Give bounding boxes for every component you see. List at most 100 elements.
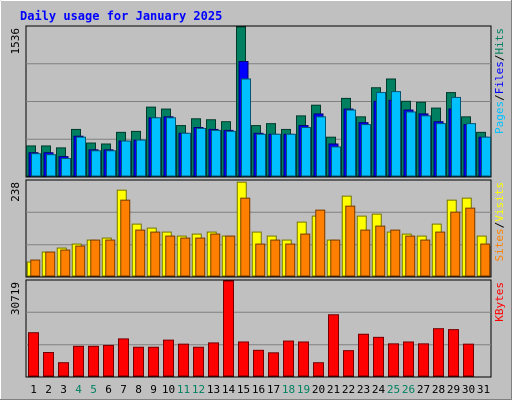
bar-sites-day-undefined xyxy=(240,197,251,277)
bar-kbytes-day-undefined xyxy=(178,343,189,377)
bar-pages-day-9 xyxy=(151,117,161,177)
bar-sites-day-undefined xyxy=(120,199,131,277)
x-tick-label-day-9: 9 xyxy=(150,383,157,396)
x-tick-label-day-3: 3 xyxy=(60,383,67,396)
bar-pages-day-22 xyxy=(346,109,356,177)
legend-part-files: Files xyxy=(493,61,506,94)
bar-sites-day-undefined xyxy=(90,239,101,277)
x-tick-label-day-30: 30 xyxy=(462,383,475,396)
bar-pages-day-1 xyxy=(31,153,41,177)
x-tick-label-day-22: 22 xyxy=(342,383,355,396)
y-tick-label: 30719 xyxy=(9,282,22,315)
x-tick-label-day-12: 12 xyxy=(192,383,205,396)
x-tick-label-day-16: 16 xyxy=(252,383,265,396)
legend-part-pages: Pages xyxy=(493,101,506,134)
bar-kbytes-day-undefined xyxy=(103,344,114,377)
bar-kbytes-day-undefined xyxy=(73,345,84,377)
bar-kbytes-day-undefined xyxy=(448,329,459,377)
legend-separator: / xyxy=(493,94,506,101)
bar-kbytes-day-undefined xyxy=(118,338,129,377)
x-tick-label-day-4: 4 xyxy=(75,383,82,396)
bar-pages-day-27 xyxy=(421,115,431,177)
bar-sites-day-undefined xyxy=(180,237,191,277)
bar-sites-day-undefined xyxy=(375,225,386,277)
bars xyxy=(26,181,491,277)
bar-pages-day-4 xyxy=(76,136,86,177)
legend-part-sites: Sites xyxy=(493,228,506,261)
x-tick-label-day-14: 14 xyxy=(222,383,236,396)
chart-title: Daily usage for January 2025 xyxy=(20,9,222,23)
x-axis: 1 2 3 4 5 6 7 8 9 10 11 12 13 14 15 16 17 18 19 20 21 22 23 24 2… xyxy=(30,383,490,396)
panel-2: 238 Sites/Visits xyxy=(9,179,506,278)
series-legend-label: KBytes xyxy=(493,282,506,322)
series-legend-label: Pages/Files/Hits xyxy=(493,28,506,134)
bar-kbytes-day-undefined xyxy=(163,339,174,377)
bar-sites-day-undefined xyxy=(60,249,71,277)
bar-pages-day-15 xyxy=(241,78,251,177)
bar-kbytes-day-undefined xyxy=(148,346,159,377)
x-tick-label-day-5: 5 xyxy=(90,383,97,396)
bar-pages-day-25 xyxy=(391,91,401,177)
bar-pages-day-2 xyxy=(46,154,56,177)
x-tick-label-day-23: 23 xyxy=(357,383,370,396)
bar-sites-day-undefined xyxy=(105,239,116,277)
bar-pages-day-3 xyxy=(61,158,71,177)
bar-kbytes-day-undefined xyxy=(328,314,339,377)
y-tick-label: 238 xyxy=(9,182,22,202)
bar-sites-day-undefined xyxy=(270,239,281,277)
x-tick-label-day-31: 31 xyxy=(477,383,490,396)
bar-kbytes-day-undefined xyxy=(268,352,279,377)
bar-sites-day-undefined xyxy=(225,235,236,277)
x-tick-label-day-21: 21 xyxy=(327,383,340,396)
bar-sites-day-undefined xyxy=(195,237,206,277)
x-tick-label-day-24: 24 xyxy=(372,383,386,396)
legend-part-hits: Hits xyxy=(493,28,506,55)
bar-sites-day-undefined xyxy=(420,239,431,277)
bar-sites-day-undefined xyxy=(210,233,221,277)
x-tick-label-day-19: 19 xyxy=(297,383,310,396)
bar-kbytes-day-undefined xyxy=(28,332,39,377)
bar-sites-day-undefined xyxy=(75,245,86,277)
x-tick-label-day-8: 8 xyxy=(135,383,142,396)
bar-kbytes-day-undefined xyxy=(223,280,234,377)
bar-kbytes-day-undefined xyxy=(388,343,399,377)
bar-kbytes-day-undefined xyxy=(88,345,99,377)
bar-kbytes-day-undefined xyxy=(463,343,474,377)
bar-sites-day-undefined xyxy=(330,239,341,277)
bar-sites-day-undefined xyxy=(165,235,176,277)
x-tick-label-day-7: 7 xyxy=(120,383,127,396)
bar-pages-day-19 xyxy=(301,126,311,177)
bar-pages-day-29 xyxy=(451,96,461,177)
bar-sites-day-undefined xyxy=(480,243,491,277)
legend-separator: / xyxy=(493,222,506,229)
bar-sites-day-undefined xyxy=(315,209,326,277)
x-tick-label-day-2: 2 xyxy=(45,383,52,396)
bar-sites-day-undefined xyxy=(135,229,146,277)
bar-pages-day-13 xyxy=(211,129,221,177)
bar-pages-day-18 xyxy=(286,133,296,177)
bar-kbytes-day-undefined xyxy=(208,342,219,377)
bar-sites-day-undefined xyxy=(450,211,461,277)
bar-pages-day-12 xyxy=(196,127,206,177)
bar-kbytes-day-undefined xyxy=(403,341,414,377)
bar-kbytes-day-undefined xyxy=(298,341,309,377)
bar-pages-day-16 xyxy=(256,133,266,177)
bar-pages-day-21 xyxy=(331,146,341,177)
legend-separator: / xyxy=(493,55,506,62)
bar-sites-day-undefined xyxy=(45,251,56,277)
bar-kbytes-day-undefined xyxy=(373,336,384,377)
x-tick-label-day-15: 15 xyxy=(237,383,250,396)
x-tick-label-day-17: 17 xyxy=(267,383,280,396)
bar-kbytes-day-undefined xyxy=(133,346,144,377)
series-legend-label: Sites/Visits xyxy=(493,182,506,262)
x-tick-label-day-28: 28 xyxy=(432,383,445,396)
x-tick-label-day-11: 11 xyxy=(177,383,190,396)
x-tick-label-day-18: 18 xyxy=(282,383,295,396)
bar-sites-day-undefined xyxy=(255,243,266,277)
bar-pages-day-17 xyxy=(271,133,281,177)
bar-kbytes-day-undefined xyxy=(193,346,204,377)
bar-sites-day-undefined xyxy=(150,231,161,277)
